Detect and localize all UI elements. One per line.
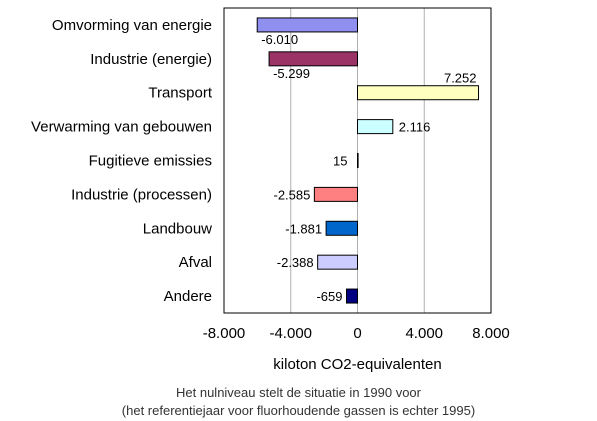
value-label: 2.116 xyxy=(399,120,431,135)
value-label: -659 xyxy=(316,289,342,304)
bar xyxy=(313,186,359,202)
value-label: -6.010 xyxy=(261,32,298,47)
category-label: Fugitieve emissies xyxy=(89,153,212,170)
plot-frame xyxy=(223,7,492,314)
emissions-bar-chart: Omvorming van energie Industrie (energie)… xyxy=(31,7,510,373)
value-label: 7.252 xyxy=(444,71,477,86)
category-label: Landbouw xyxy=(143,220,212,237)
category-labels: Omvorming van energie Industrie (energie)… xyxy=(31,17,213,305)
bar xyxy=(268,51,358,67)
category-label: Andere xyxy=(164,288,212,305)
category-label: Transport xyxy=(148,85,212,102)
x-tick-labels: -8.000 -4.000 0 4.000 8.000 xyxy=(203,325,510,342)
bar xyxy=(357,153,359,168)
category-label: Industrie (processen) xyxy=(71,186,212,203)
value-label: -2.388 xyxy=(277,255,314,270)
value-label: -5.299 xyxy=(273,66,310,81)
reference-year-note: (het referentiejaar voor fluorhoudende g… xyxy=(121,403,476,418)
category-label: Industrie (energie) xyxy=(90,51,212,68)
bar xyxy=(357,85,480,101)
bar xyxy=(317,254,358,270)
baseline-note: Het nulniveau stelt de situatie in 1990 … xyxy=(176,385,421,400)
x-tick-label: -8.000 xyxy=(203,325,246,342)
bar xyxy=(325,220,358,236)
x-tick-label: -4.000 xyxy=(269,325,312,342)
x-tick-label: 4.000 xyxy=(405,325,443,342)
x-tick-label: 8.000 xyxy=(472,325,510,342)
x-tick-label: 0 xyxy=(353,325,361,342)
value-label: 15 xyxy=(333,154,347,169)
value-label: -1.881 xyxy=(285,221,322,236)
value-label: -2.585 xyxy=(273,187,310,202)
bars xyxy=(256,17,480,304)
x-axis-label: kiloton CO2-equivalenten xyxy=(273,356,441,373)
category-label: Afval xyxy=(179,254,212,271)
bar xyxy=(346,288,358,304)
value-labels: -6.010 -5.299 7.252 2.116 15 -2.585 -1.881 -2.3… xyxy=(261,32,476,304)
category-label: Omvorming van energie xyxy=(52,17,212,34)
bar xyxy=(256,17,359,33)
bar xyxy=(357,119,394,135)
category-label: Verwarming van gebouwen xyxy=(31,119,212,136)
